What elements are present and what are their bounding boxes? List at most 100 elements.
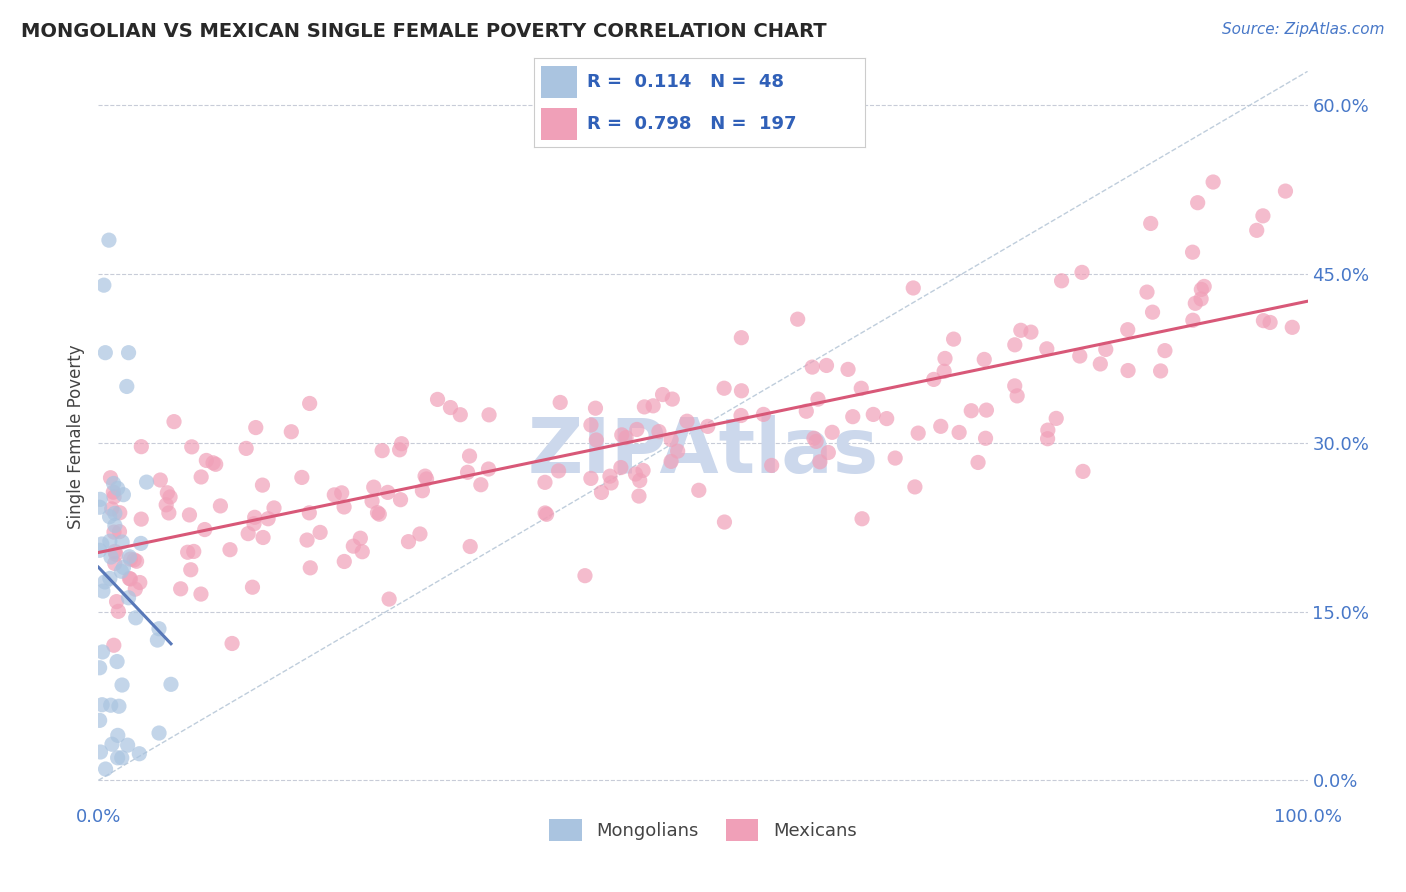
- Text: MONGOLIAN VS MEXICAN SINGLE FEMALE POVERTY CORRELATION CHART: MONGOLIAN VS MEXICAN SINGLE FEMALE POVER…: [21, 22, 827, 41]
- Text: R =  0.114   N =  48: R = 0.114 N = 48: [588, 73, 785, 91]
- Point: [1019, 325, 1042, 339]
- Point: [1181, 313, 1204, 327]
- Point: [1036, 423, 1059, 437]
- Point: [439, 401, 461, 415]
- Point: [129, 536, 152, 550]
- Point: [190, 470, 212, 484]
- Point: [688, 483, 710, 498]
- Point: [149, 473, 172, 487]
- Point: [89, 500, 111, 515]
- Point: [280, 425, 302, 439]
- Point: [815, 359, 838, 373]
- Point: [458, 449, 481, 463]
- Point: [263, 500, 285, 515]
- Point: [190, 587, 212, 601]
- Point: [600, 475, 623, 490]
- Point: [907, 426, 929, 441]
- Point: [159, 490, 181, 504]
- Point: [342, 539, 364, 553]
- Point: [368, 507, 391, 521]
- Point: [93, 278, 115, 293]
- Point: [209, 499, 232, 513]
- Point: [974, 431, 997, 445]
- Point: [415, 472, 437, 486]
- Point: [942, 332, 965, 346]
- Point: [1036, 432, 1059, 446]
- Point: [371, 443, 394, 458]
- Point: [111, 535, 134, 549]
- Point: [195, 453, 218, 467]
- Point: [458, 540, 481, 554]
- Point: [398, 534, 420, 549]
- Point: [155, 498, 177, 512]
- Point: [128, 575, 150, 590]
- Point: [676, 414, 699, 428]
- Point: [1181, 245, 1204, 260]
- Point: [104, 547, 127, 561]
- Point: [579, 417, 602, 432]
- Point: [1094, 343, 1116, 357]
- Point: [252, 531, 274, 545]
- Point: [323, 488, 346, 502]
- Point: [409, 527, 432, 541]
- Point: [333, 500, 356, 514]
- Point: [411, 483, 433, 498]
- Point: [180, 563, 202, 577]
- Point: [948, 425, 970, 440]
- Point: [103, 476, 125, 491]
- Point: [1004, 338, 1026, 352]
- Point: [1045, 411, 1067, 425]
- Point: [107, 482, 129, 496]
- Point: [610, 460, 633, 475]
- Point: [1187, 195, 1209, 210]
- Point: [194, 523, 217, 537]
- Point: [295, 533, 318, 547]
- Point: [973, 352, 995, 367]
- Point: [585, 401, 607, 416]
- Point: [610, 428, 633, 442]
- Point: [148, 726, 170, 740]
- Point: [103, 638, 125, 652]
- Point: [120, 552, 142, 566]
- Point: [585, 433, 607, 447]
- Point: [131, 440, 153, 454]
- Point: [821, 425, 844, 440]
- Point: [842, 409, 865, 424]
- Point: [1154, 343, 1177, 358]
- Point: [110, 564, 132, 578]
- Point: [107, 604, 129, 618]
- Point: [103, 485, 125, 500]
- Point: [125, 611, 148, 625]
- Point: [449, 408, 471, 422]
- Point: [752, 408, 775, 422]
- Point: [298, 506, 321, 520]
- Point: [89, 492, 111, 507]
- Point: [169, 582, 191, 596]
- Point: [101, 737, 124, 751]
- Point: [243, 516, 266, 531]
- Point: [1090, 357, 1112, 371]
- Point: [1189, 292, 1212, 306]
- FancyBboxPatch shape: [541, 108, 578, 140]
- Point: [631, 463, 654, 477]
- Point: [1010, 323, 1032, 337]
- Point: [100, 549, 122, 564]
- Point: [730, 409, 752, 423]
- Point: [163, 415, 186, 429]
- Point: [112, 560, 135, 574]
- Point: [107, 751, 129, 765]
- Point: [108, 699, 131, 714]
- Point: [876, 411, 898, 425]
- Point: [108, 506, 131, 520]
- Point: [862, 408, 884, 422]
- Legend: Mongolians, Mexicans: Mongolians, Mexicans: [543, 812, 863, 848]
- Point: [129, 512, 152, 526]
- Point: [1071, 464, 1094, 478]
- Point: [807, 392, 830, 406]
- Point: [1139, 217, 1161, 231]
- Point: [534, 506, 557, 520]
- Point: [470, 477, 492, 491]
- Point: [730, 384, 752, 398]
- Point: [801, 360, 824, 375]
- Point: [115, 379, 138, 393]
